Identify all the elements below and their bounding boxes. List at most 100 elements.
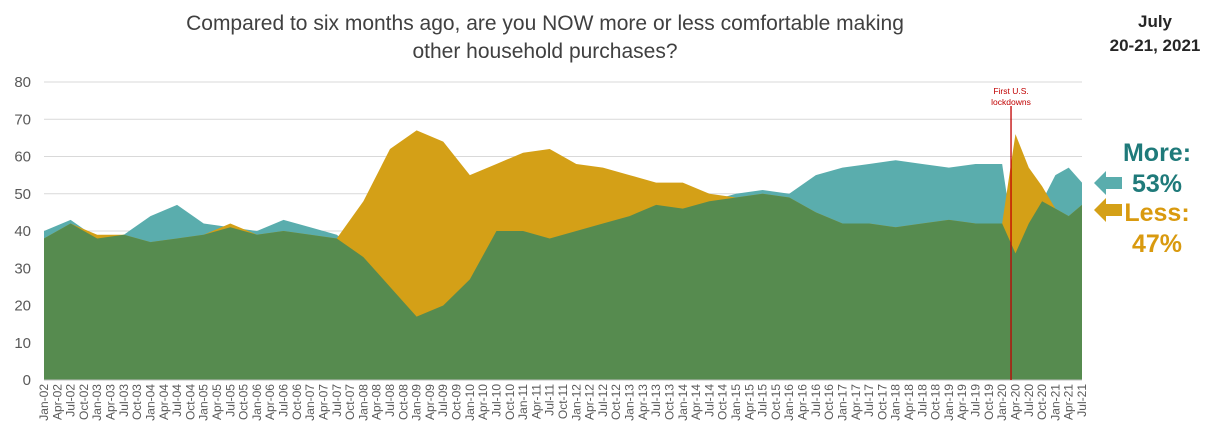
x-tick-label: Oct-07 xyxy=(343,384,357,420)
x-tick-label: Jul-06 xyxy=(277,384,291,417)
more-legend-label: More: xyxy=(1122,139,1192,167)
x-tick-label: Jul-05 xyxy=(223,384,237,417)
x-tick-label: Jan-08 xyxy=(356,384,370,421)
x-tick-label: Oct-19 xyxy=(982,384,996,420)
x-tick-label: Apr-13 xyxy=(636,384,650,420)
x-tick-label: Jul-07 xyxy=(330,384,344,417)
y-axis-ticks: 0 10 20 30 40 50 60 70 80 xyxy=(14,74,31,389)
x-tick-label: Oct-12 xyxy=(609,384,623,420)
x-tick-label: Apr-10 xyxy=(476,384,490,420)
x-tick-label: Oct-20 xyxy=(1035,384,1049,420)
x-tick-label: Jan-12 xyxy=(569,384,583,421)
x-tick-label: Jan-18 xyxy=(889,384,903,421)
x-tick-label: Apr-06 xyxy=(263,384,277,420)
legend-arrows xyxy=(1094,171,1122,222)
x-tick-label: Jul-11 xyxy=(543,384,557,416)
x-tick-label: Jan-09 xyxy=(410,384,424,421)
x-tick-label: Jan-16 xyxy=(782,384,796,421)
x-tick-label: Jul-12 xyxy=(596,384,610,417)
y-tick-label: 80 xyxy=(14,74,31,91)
survey-date-days: 20-21, 2021 xyxy=(1109,36,1201,55)
x-tick-label: Oct-18 xyxy=(929,384,943,420)
x-tick-label: Apr-03 xyxy=(104,384,118,420)
x-tick-label: Oct-06 xyxy=(290,384,304,420)
x-tick-label: Oct-14 xyxy=(716,384,730,420)
survey-date-month: July xyxy=(1137,12,1173,31)
less-arrow-icon xyxy=(1094,198,1122,222)
less-legend: Less: 47% xyxy=(1097,198,1214,260)
x-tick-label: Jul-18 xyxy=(915,384,929,417)
x-tick-label: Oct-16 xyxy=(822,384,836,420)
x-tick-label: Apr-20 xyxy=(1008,384,1022,420)
x-tick-label: Jul-21 xyxy=(1075,384,1089,417)
chart-areas xyxy=(44,130,1082,381)
x-tick-label: Jul-02 xyxy=(64,384,78,417)
x-tick-label: Oct-11 xyxy=(556,384,570,419)
y-tick-label: 20 xyxy=(14,298,31,315)
x-tick-label: Jan-07 xyxy=(303,384,317,421)
x-tick-label: Jul-20 xyxy=(1022,384,1036,417)
x-tick-label: Jul-04 xyxy=(170,384,184,417)
x-tick-label: Apr-17 xyxy=(849,384,863,420)
x-tick-label: Apr-21 xyxy=(1062,384,1076,420)
x-tick-label: Jan-17 xyxy=(835,384,849,421)
x-tick-label: Oct-17 xyxy=(875,384,889,420)
x-tick-label: Jul-08 xyxy=(383,384,397,417)
x-tick-label: Apr-11 xyxy=(529,384,543,419)
x-tick-label: Oct-10 xyxy=(503,384,517,420)
y-tick-label: 40 xyxy=(14,223,31,240)
x-tick-label: Jan-14 xyxy=(676,384,690,421)
x-tick-label: Jul-09 xyxy=(436,384,450,417)
y-tick-label: 30 xyxy=(14,260,31,277)
x-tick-label: Jul-17 xyxy=(862,384,876,417)
x-tick-label: Jan-04 xyxy=(143,384,157,421)
x-tick-label: Apr-14 xyxy=(689,384,703,420)
x-tick-label: Oct-04 xyxy=(183,384,197,420)
x-tick-label: Apr-16 xyxy=(796,384,810,420)
x-tick-label: Jan-05 xyxy=(197,384,211,421)
x-tick-label: Jan-10 xyxy=(463,384,477,421)
x-tick-label: Apr-18 xyxy=(902,384,916,420)
lockdown-annotation: First U.S.lockdowns xyxy=(991,86,1031,380)
x-tick-label: Jan-06 xyxy=(250,384,264,421)
more-legend: More: 53% xyxy=(1097,138,1214,200)
x-tick-label: Apr-15 xyxy=(742,384,756,420)
overlap-area xyxy=(44,193,1082,380)
x-tick-label: Jan-03 xyxy=(90,384,104,421)
x-tick-label: Apr-02 xyxy=(50,384,64,420)
x-axis-ticks: Jan-02 Apr-02 Jul-02 Oct-02 Jan-03 Apr-03 Jul-… xyxy=(37,384,1089,421)
x-tick-label: Apr-08 xyxy=(370,384,384,420)
x-tick-label: Oct-03 xyxy=(130,384,144,420)
x-tick-label: Jan-21 xyxy=(1048,384,1062,421)
x-tick-label: Jul-19 xyxy=(969,384,983,417)
x-tick-label: Jan-15 xyxy=(729,384,743,421)
x-tick-label: Jul-16 xyxy=(809,384,823,417)
x-tick-label: Jul-15 xyxy=(756,384,770,417)
y-tick-label: 10 xyxy=(14,335,31,352)
x-tick-label: Jan-11 xyxy=(516,384,530,420)
x-tick-label: Jul-13 xyxy=(649,384,663,417)
more-legend-value: 53% xyxy=(1131,170,1183,198)
x-tick-label: Oct-09 xyxy=(450,384,464,420)
x-tick-label: Oct-02 xyxy=(77,384,91,420)
x-tick-label: Apr-12 xyxy=(583,384,597,420)
chart-title-line2: other household purchases? xyxy=(412,40,678,63)
x-tick-label: Apr-04 xyxy=(157,384,171,420)
x-tick-label: Jul-14 xyxy=(702,384,716,417)
chart-title: Compared to six months ago, are you NOW … xyxy=(80,10,1010,66)
annotation-line2: lockdowns xyxy=(991,97,1031,107)
x-tick-label: Jan-20 xyxy=(995,384,1009,421)
x-tick-label: Apr-05 xyxy=(210,384,224,420)
x-tick-label: Apr-19 xyxy=(955,384,969,420)
x-tick-label: Apr-07 xyxy=(316,384,330,420)
y-tick-label: 50 xyxy=(14,186,31,203)
y-tick-label: 70 xyxy=(14,111,31,128)
x-tick-label: Oct-15 xyxy=(769,384,783,420)
y-tick-label: 60 xyxy=(14,149,31,166)
y-tick-label: 0 xyxy=(23,372,31,389)
x-tick-label: Oct-08 xyxy=(396,384,410,420)
x-tick-label: Jan-02 xyxy=(37,384,51,421)
x-tick-label: Jan-13 xyxy=(623,384,637,421)
x-tick-label: Apr-09 xyxy=(423,384,437,420)
